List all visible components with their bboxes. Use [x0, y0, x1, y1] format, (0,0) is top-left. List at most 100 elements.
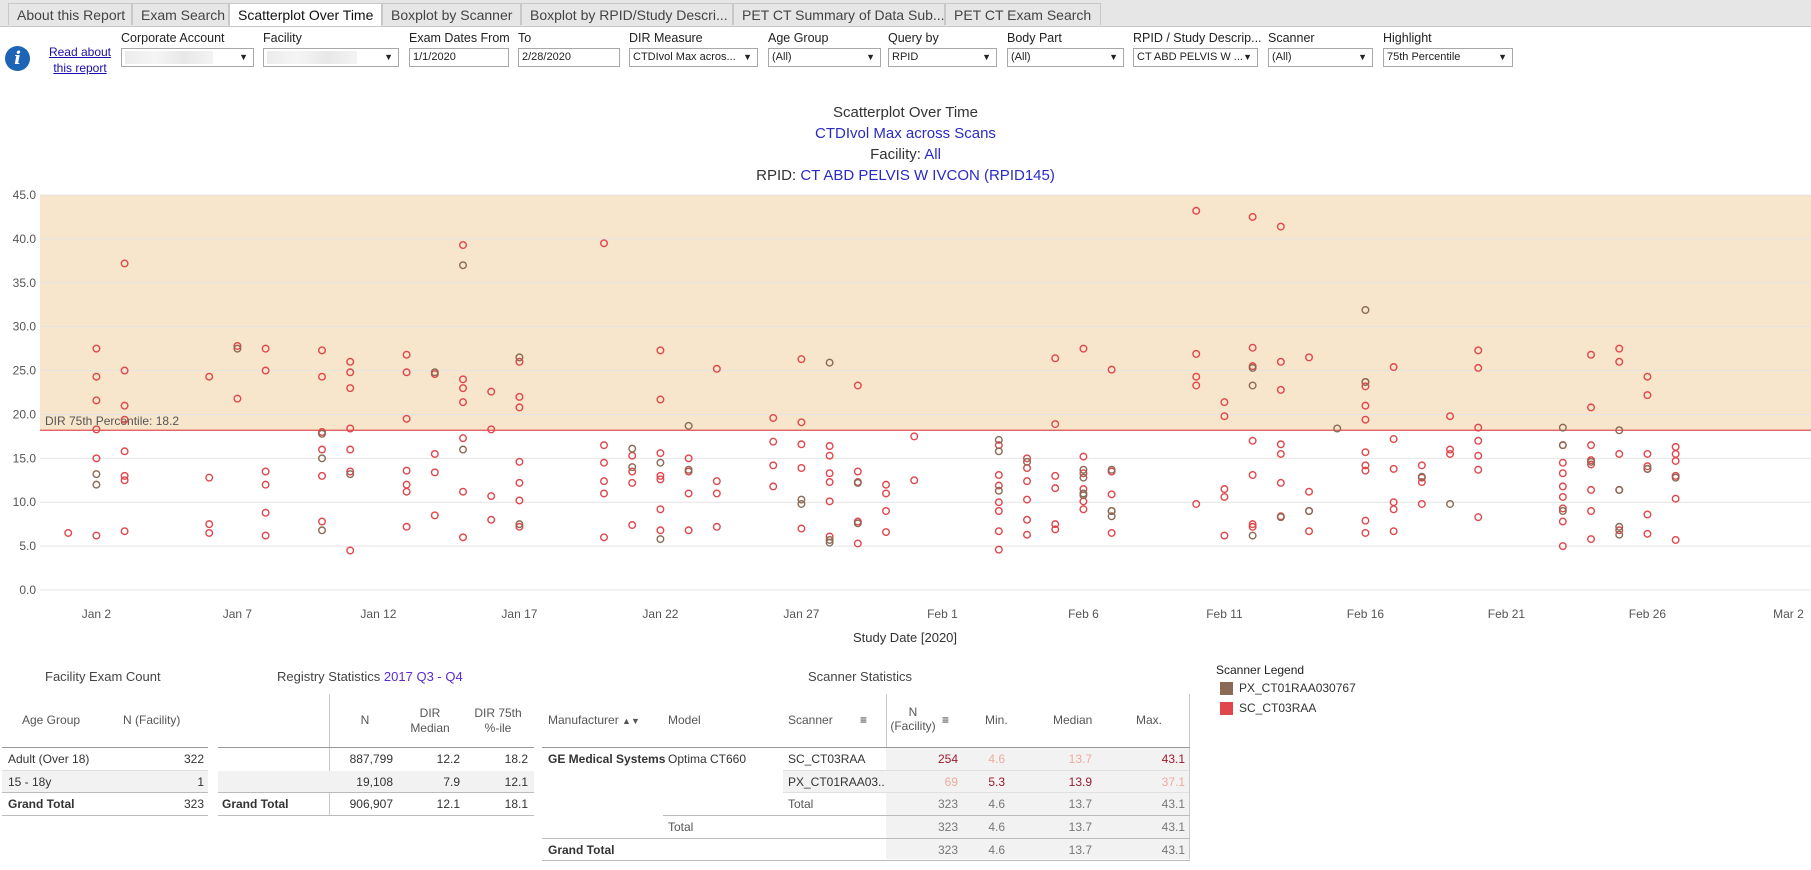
data-point[interactable]	[1079, 505, 1088, 514]
data-point[interactable]	[825, 535, 834, 544]
data-point[interactable]	[1051, 471, 1060, 480]
data-point[interactable]	[205, 473, 214, 482]
data-point[interactable]	[1361, 528, 1370, 537]
data-point[interactable]	[402, 368, 411, 377]
data-point[interactable]	[402, 350, 411, 359]
filter-dropdown[interactable]: (All) ▼	[1007, 48, 1124, 67]
data-point[interactable]	[1643, 391, 1652, 400]
data-point[interactable]	[1671, 494, 1680, 503]
chevron-down-icon[interactable]: ▼	[1109, 52, 1118, 62]
data-point[interactable]	[600, 477, 609, 486]
data-point[interactable]	[233, 344, 242, 353]
data-point[interactable]	[1558, 441, 1567, 450]
data-point[interactable]	[1023, 515, 1032, 524]
sort-icon[interactable]: ≡	[942, 713, 950, 727]
data-point[interactable]	[1079, 473, 1088, 482]
data-point[interactable]	[515, 357, 524, 366]
data-point[interactable]	[853, 381, 862, 390]
data-point[interactable]	[656, 458, 665, 467]
data-point[interactable]	[825, 442, 834, 451]
data-point[interactable]	[1587, 460, 1596, 469]
filter-dropdown[interactable]: RPID ▼	[888, 48, 997, 67]
data-point[interactable]	[656, 449, 665, 458]
read-about-link[interactable]: Read about this report	[48, 45, 112, 75]
legend-label-sc[interactable]: SC_CT03RAA	[1239, 701, 1317, 715]
legend-swatch-sc[interactable]	[1220, 702, 1233, 715]
data-point[interactable]	[318, 454, 327, 463]
data-point[interactable]	[1192, 206, 1201, 215]
data-point[interactable]	[797, 440, 806, 449]
data-point[interactable]	[769, 461, 778, 470]
data-point[interactable]	[1248, 531, 1257, 540]
data-point[interactable]	[1051, 484, 1060, 493]
data-point[interactable]	[1417, 499, 1426, 508]
data-point[interactable]	[318, 445, 327, 454]
data-point[interactable]	[600, 489, 609, 498]
legend-label-px[interactable]: PX_CT01RAA030767	[1239, 681, 1356, 695]
data-point[interactable]	[1558, 507, 1567, 516]
data-point[interactable]	[1615, 357, 1624, 366]
data-point[interactable]	[1474, 436, 1483, 445]
data-point[interactable]	[797, 463, 806, 472]
data-point[interactable]	[656, 535, 665, 544]
data-point[interactable]	[346, 445, 355, 454]
data-point[interactable]	[1643, 510, 1652, 519]
data-point[interactable]	[994, 481, 1003, 490]
data-point[interactable]	[1446, 412, 1455, 421]
filter-dropdown[interactable]: CTDIvol Max acros... ▼	[629, 48, 758, 67]
filter-dropdown[interactable]: ▼	[121, 48, 254, 67]
tab-3[interactable]: Boxplot by Scanner	[382, 3, 521, 25]
data-point[interactable]	[487, 387, 496, 396]
data-point[interactable]	[430, 468, 439, 477]
data-point[interactable]	[994, 527, 1003, 536]
data-point[interactable]	[233, 341, 242, 350]
data-point[interactable]	[205, 372, 214, 381]
data-point[interactable]	[1643, 464, 1652, 473]
data-point[interactable]	[515, 392, 524, 401]
data-point[interactable]	[1474, 465, 1483, 474]
data-point[interactable]	[261, 467, 270, 476]
data-point[interactable]	[318, 346, 327, 355]
data-point[interactable]	[487, 492, 496, 501]
data-point[interactable]	[487, 425, 496, 434]
data-point[interactable]	[1643, 372, 1652, 381]
data-point[interactable]	[346, 424, 355, 433]
data-point[interactable]	[1023, 495, 1032, 504]
data-point[interactable]	[318, 517, 327, 526]
data-point[interactable]	[1023, 454, 1032, 463]
data-point[interactable]	[684, 421, 693, 430]
data-point[interactable]	[430, 449, 439, 458]
data-point[interactable]	[600, 441, 609, 450]
chevron-down-icon[interactable]: ▼	[1243, 52, 1252, 62]
data-point[interactable]	[656, 526, 665, 535]
data-point[interactable]	[882, 528, 891, 537]
data-point[interactable]	[1220, 412, 1229, 421]
data-point[interactable]	[459, 445, 468, 454]
data-point[interactable]	[1276, 440, 1285, 449]
data-point[interactable]	[769, 482, 778, 491]
data-point[interactable]	[1615, 526, 1624, 535]
data-point[interactable]	[994, 507, 1003, 516]
data-point[interactable]	[1248, 381, 1257, 390]
data-point[interactable]	[120, 471, 129, 480]
data-point[interactable]	[346, 357, 355, 366]
data-point[interactable]	[1192, 499, 1201, 508]
data-point[interactable]	[1192, 349, 1201, 358]
data-point[interactable]	[1361, 415, 1370, 424]
data-point[interactable]	[656, 475, 665, 484]
data-point[interactable]	[515, 457, 524, 466]
data-point[interactable]	[1474, 451, 1483, 460]
data-point[interactable]	[92, 425, 101, 434]
data-point[interactable]	[1361, 401, 1370, 410]
data-point[interactable]	[882, 489, 891, 498]
data-point[interactable]	[1587, 441, 1596, 450]
data-point[interactable]	[120, 447, 129, 456]
data-point[interactable]	[318, 471, 327, 480]
data-point[interactable]	[600, 458, 609, 467]
data-point[interactable]	[92, 344, 101, 353]
data-point[interactable]	[1276, 222, 1285, 231]
data-point[interactable]	[261, 480, 270, 489]
data-point[interactable]	[261, 531, 270, 540]
data-point[interactable]	[1587, 485, 1596, 494]
data-point[interactable]	[1671, 535, 1680, 544]
